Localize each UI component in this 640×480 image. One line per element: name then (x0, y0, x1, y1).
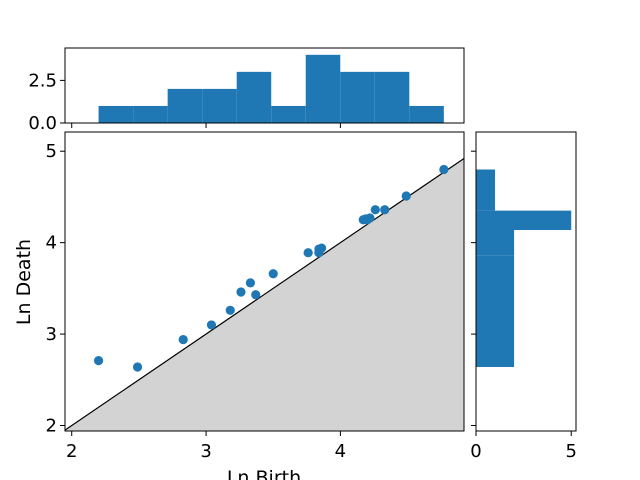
data-point (132, 362, 143, 372)
birth-histogram-y-tick-label: 2.5 (28, 70, 57, 91)
birth-histogram-y-tick-label: 0.0 (28, 113, 57, 134)
death-histogram-bar (476, 230, 515, 256)
data-point (268, 269, 278, 279)
birth-histogram-bars (98, 54, 444, 124)
x-tick-label: 4 (335, 441, 346, 462)
y-axis-label: Ln Death (13, 239, 35, 325)
death-histogram-x-tick-label: 5 (566, 441, 577, 462)
data-point (93, 355, 104, 366)
data-point (401, 191, 411, 201)
data-point (439, 164, 449, 175)
death-histogram-frame (475, 131, 577, 432)
data-point (316, 243, 327, 253)
x-tick-label: 2 (66, 441, 77, 462)
data-point (365, 213, 375, 223)
birth-histogram-bar (98, 105, 134, 123)
birth-histogram-bar (167, 88, 203, 123)
birth-histogram-bar (202, 88, 237, 123)
death-histogram-bars (476, 169, 572, 367)
birth-histogram-bar (236, 71, 272, 123)
scatter-plot-area (64, 158, 465, 431)
y-tick-label: 3 (46, 324, 57, 345)
data-point (245, 278, 255, 288)
birth-histogram-bar (340, 71, 375, 123)
death-histogram-bar (476, 210, 572, 231)
data-point (380, 205, 390, 215)
data-point (236, 287, 246, 297)
birth-histogram-frame (64, 47, 465, 124)
birth-histogram-bar (409, 105, 444, 123)
scatter-ticks: 2 3 4 2 3 4 5 (46, 141, 347, 462)
x-axis-label: Ln Birth (227, 467, 301, 480)
scatter-frame (64, 131, 465, 432)
birth-histogram-panel: 0.0 2.5 (28, 47, 465, 134)
y-tick-label: 5 (46, 141, 57, 162)
data-point (225, 305, 235, 315)
birth-histogram-bar (133, 105, 168, 123)
x-tick-label: 3 (200, 441, 211, 462)
birth-histogram-bar (305, 54, 341, 124)
data-point (303, 248, 313, 258)
diagonal-line (64, 158, 465, 431)
y-tick-label: 2 (46, 416, 57, 437)
death-histogram-bar (476, 255, 515, 367)
death-histogram-bar (476, 169, 496, 211)
y-tick-label: 4 (46, 233, 57, 254)
scatter-panel: 2 3 4 2 3 4 5 Ln Birth Ln Death (13, 131, 465, 480)
birth-histogram-ticks: 0.0 2.5 (28, 70, 341, 134)
data-point (178, 334, 188, 345)
data-point (370, 205, 380, 215)
birth-histogram-bar (374, 71, 410, 123)
death-histogram-x-tick-label: 0 (470, 441, 481, 462)
birth-histogram-bar (271, 105, 306, 123)
data-point (251, 290, 261, 300)
data-point (206, 320, 217, 330)
